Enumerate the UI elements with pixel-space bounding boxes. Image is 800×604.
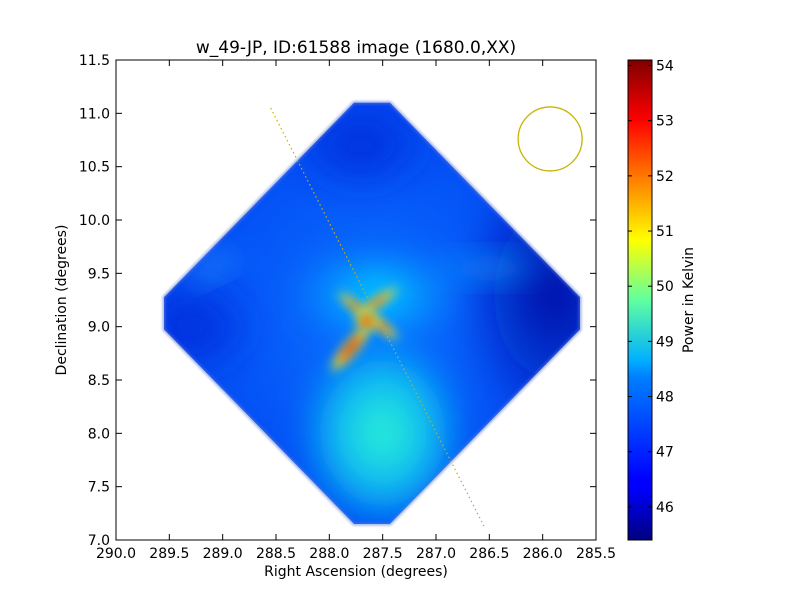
x-tick-label: 286.0 bbox=[523, 546, 563, 562]
east-ridge bbox=[425, 252, 554, 284]
east-cold-region bbox=[457, 155, 580, 434]
y-tick-label: 7.0 bbox=[88, 533, 110, 549]
y-tick-label: 7.5 bbox=[88, 480, 110, 496]
nw-ridge bbox=[177, 248, 247, 288]
beam-circle bbox=[517, 106, 583, 172]
x-tick-label: 289.0 bbox=[203, 546, 243, 562]
x-tick-label: 287.0 bbox=[416, 546, 456, 562]
x-axis-label: Right Ascension (degrees) bbox=[264, 564, 448, 580]
source-core bbox=[353, 310, 380, 333]
colorbar-tick-label: 46 bbox=[656, 500, 674, 516]
x-tick-label: 289.5 bbox=[149, 546, 189, 562]
x-tick-label: 286.5 bbox=[469, 546, 509, 562]
colorbar-tick-label: 48 bbox=[656, 390, 674, 406]
colorbar-tick-label: 49 bbox=[656, 334, 674, 350]
y-tick-label: 10.0 bbox=[79, 213, 110, 229]
colorbar-tick-label: 51 bbox=[656, 224, 674, 240]
y-tick-label: 11.0 bbox=[79, 106, 110, 122]
chart-title: w_49-JP, ID:61588 image (1680.0,XX) bbox=[196, 38, 516, 58]
y-axis-label: Declination (degrees) bbox=[54, 225, 70, 376]
x-tick-label: 287.5 bbox=[363, 546, 403, 562]
x-tick-label: 290.0 bbox=[96, 546, 136, 562]
colorbar-tick-label: 50 bbox=[656, 279, 674, 295]
y-tick-label: 11.5 bbox=[79, 53, 110, 69]
west-cold-region bbox=[164, 268, 266, 386]
scan-line bbox=[270, 107, 485, 527]
y-tick-label: 8.0 bbox=[88, 426, 110, 442]
plot-frame bbox=[115, 59, 597, 541]
x-tick-label: 285.5 bbox=[576, 546, 616, 562]
heatmap-image bbox=[162, 101, 582, 526]
map-edge bbox=[162, 101, 582, 526]
source-arm-sw bbox=[327, 321, 374, 375]
y-tick-label: 9.0 bbox=[88, 320, 110, 336]
y-tick-label: 10.5 bbox=[79, 160, 110, 176]
colorbar-tick-label: 54 bbox=[656, 59, 674, 75]
x-tick-label: 288.5 bbox=[256, 546, 296, 562]
y-tick-label: 8.5 bbox=[88, 373, 110, 389]
heatmap-layers bbox=[164, 102, 580, 525]
colorbar-gradient bbox=[628, 60, 652, 540]
y-tick-label: 9.5 bbox=[88, 266, 110, 282]
colorbar-tick-label: 53 bbox=[656, 114, 674, 130]
x-tick-label: 288.0 bbox=[309, 546, 349, 562]
colorbar: 46 47 48 49 50 51 52 53 54 Power in Kelvin bbox=[627, 59, 697, 541]
x-axis: 290.0 289.5 289.0 288.5 288.0 287.5 287.0 286.5… bbox=[96, 60, 616, 562]
colorbar-tick-label: 47 bbox=[656, 445, 674, 461]
colorbar-label: Power in Kelvin bbox=[681, 247, 697, 353]
colorbar-tick-label: 52 bbox=[656, 169, 674, 185]
y-axis: 7.0 7.5 8.0 8.5 9.0 9.5 10.0 10.5 11.0 11.5 bbox=[79, 53, 596, 549]
colorbar-frame bbox=[627, 59, 653, 541]
